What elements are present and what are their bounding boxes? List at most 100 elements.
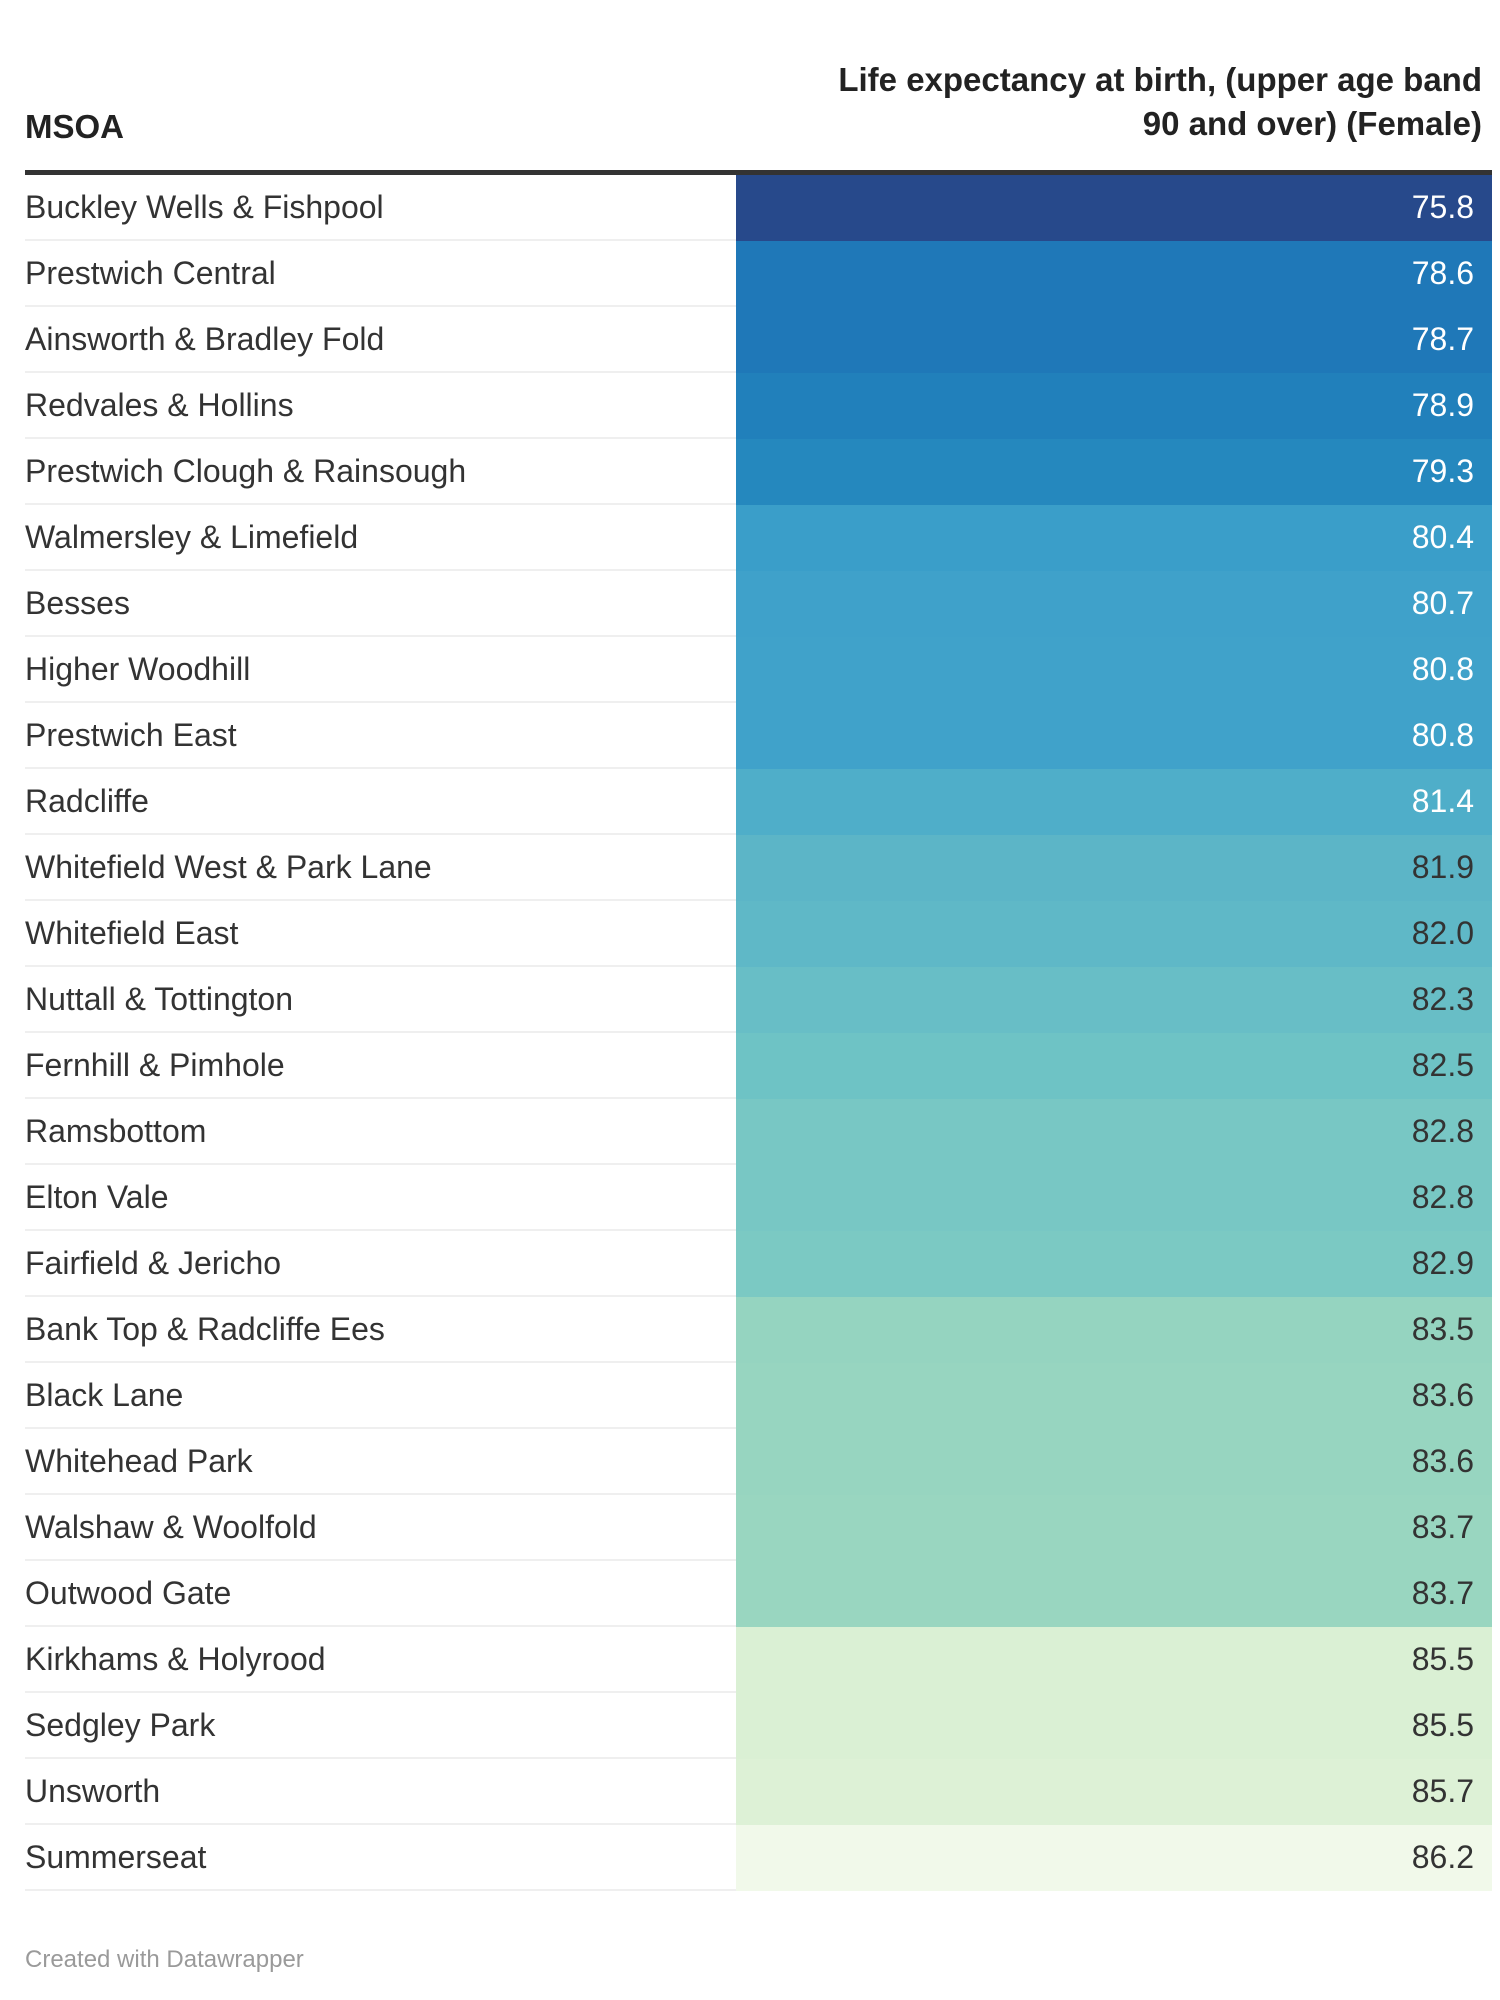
life-expectancy-value: 83.6 (1411, 1443, 1474, 1479)
msoa-name: Black Lane (25, 1377, 184, 1413)
life-expectancy-value: 83.7 (1411, 1509, 1474, 1545)
life-expectancy-value: 80.8 (1411, 651, 1474, 687)
msoa-name: Ramsbottom (25, 1113, 207, 1149)
table-row: Prestwich Central 78.6 (25, 241, 1492, 307)
msoa-name: Higher Woodhill (25, 651, 251, 687)
life-expectancy-value: 83.6 (1411, 1377, 1474, 1413)
life-expectancy-column-header[interactable]: Life expectancy at birth, (upper age ban… (722, 58, 1482, 146)
life-expectancy-value: 81.9 (1411, 849, 1474, 885)
msoa-name: Fairfield & Jericho (25, 1245, 282, 1281)
value-cell: 80.8 (736, 703, 1492, 769)
life-expectancy-header-line-1: Life expectancy at birth, (upper age ban… (838, 61, 1482, 98)
table-row: Unsworth 85.7 (25, 1759, 1492, 1825)
table-row: Outwood Gate 83.7 (25, 1561, 1492, 1627)
msoa-column-header[interactable]: MSOA (25, 108, 124, 145)
table-row: Whitehead Park 83.6 (25, 1429, 1492, 1495)
msoa-name: Nuttall & Tottington (25, 981, 294, 1017)
value-cell: 82.3 (736, 967, 1492, 1033)
life-expectancy-value: 85.7 (1411, 1773, 1474, 1809)
table-row: Fernhill & Pimhole 82.5 (25, 1033, 1492, 1099)
life-expectancy-value: 78.6 (1411, 255, 1474, 291)
table-header: MSOA Life expectancy at birth, (upper ag… (25, 0, 1492, 175)
msoa-name: Besses (25, 585, 130, 621)
table-row: Elton Vale 82.8 (25, 1165, 1492, 1231)
msoa-name: Prestwich Clough & Rainsough (25, 453, 467, 489)
table-row: Radcliffe 81.4 (25, 769, 1492, 835)
msoa-name: Whitefield West & Park Lane (25, 849, 432, 885)
table-row: Prestwich East 80.8 (25, 703, 1492, 769)
life-expectancy-value: 85.5 (1411, 1641, 1474, 1677)
value-cell: 80.8 (736, 637, 1492, 703)
msoa-name: Redvales & Hollins (25, 387, 294, 423)
value-cell: 82.5 (736, 1033, 1492, 1099)
life-expectancy-value: 85.5 (1411, 1707, 1474, 1743)
value-cell: 83.6 (736, 1363, 1492, 1429)
life-expectancy-value: 79.3 (1411, 453, 1474, 489)
table-row: Buckley Wells & Fishpool 75.8 (25, 175, 1492, 241)
value-cell: 83.5 (736, 1297, 1492, 1363)
msoa-name: Radcliffe (25, 783, 149, 819)
table-body: Buckley Wells & Fishpool 75.8 Prestwich Ce… (25, 175, 1492, 1891)
life-expectancy-value: 86.2 (1411, 1839, 1474, 1875)
table-row: Besses 80.7 (25, 571, 1492, 637)
life-expectancy-value: 80.8 (1411, 717, 1474, 753)
life-expectancy-value: 82.8 (1411, 1113, 1474, 1149)
value-cell: 79.3 (736, 439, 1492, 505)
life-expectancy-value: 80.7 (1411, 585, 1474, 621)
life-expectancy-value: 82.0 (1411, 915, 1474, 951)
msoa-name: Ainsworth & Bradley Fold (25, 321, 385, 357)
life-expectancy-value: 82.5 (1411, 1047, 1474, 1083)
table-row: Walmersley & Limefield 80.4 (25, 505, 1492, 571)
value-cell: 85.5 (736, 1693, 1492, 1759)
msoa-name: Summerseat (25, 1839, 207, 1875)
table-row: Prestwich Clough & Rainsough 79.3 (25, 439, 1492, 505)
table-row: Higher Woodhill 80.8 (25, 637, 1492, 703)
msoa-name: Prestwich Central (25, 255, 276, 291)
msoa-name: Sedgley Park (25, 1707, 216, 1743)
value-cell: 86.2 (736, 1825, 1492, 1891)
life-expectancy-value: 75.8 (1411, 189, 1474, 225)
value-cell: 81.4 (736, 769, 1492, 835)
life-expectancy-value: 82.8 (1411, 1179, 1474, 1215)
value-cell: 78.7 (736, 307, 1492, 373)
value-cell: 83.6 (736, 1429, 1492, 1495)
msoa-name: Unsworth (25, 1773, 161, 1809)
msoa-name: Kirkhams & Holyrood (25, 1641, 326, 1677)
value-cell: 83.7 (736, 1495, 1492, 1561)
value-cell: 82.8 (736, 1165, 1492, 1231)
msoa-name: Buckley Wells & Fishpool (25, 189, 384, 225)
table-row: Fairfield & Jericho 82.9 (25, 1231, 1492, 1297)
value-cell: 80.4 (736, 505, 1492, 571)
value-cell: 85.5 (736, 1627, 1492, 1693)
table-row: Ainsworth & Bradley Fold 78.7 (25, 307, 1492, 373)
value-cell: 80.7 (736, 571, 1492, 637)
value-cell: 82.8 (736, 1099, 1492, 1165)
table-row: Whitefield West & Park Lane 81.9 (25, 835, 1492, 901)
table-row: Sedgley Park 85.5 (25, 1693, 1492, 1759)
msoa-name: Prestwich East (25, 717, 237, 753)
life-expectancy-value: 78.9 (1411, 387, 1474, 423)
msoa-name: Walshaw & Woolfold (25, 1509, 317, 1545)
msoa-name: Fernhill & Pimhole (25, 1047, 285, 1083)
table-row: Walshaw & Woolfold 83.7 (25, 1495, 1492, 1561)
table-row: Whitefield East 82.0 (25, 901, 1492, 967)
table-row: Redvales & Hollins 78.9 (25, 373, 1492, 439)
life-expectancy-value: 83.7 (1411, 1575, 1474, 1611)
value-cell: 83.7 (736, 1561, 1492, 1627)
life-expectancy-value: 82.9 (1411, 1245, 1474, 1281)
table-row: Black Lane 83.6 (25, 1363, 1492, 1429)
life-expectancy-value: 82.3 (1411, 981, 1474, 1017)
life-expectancy-value: 78.7 (1411, 321, 1474, 357)
value-cell: 81.9 (736, 835, 1492, 901)
value-cell: 82.9 (736, 1231, 1492, 1297)
table-row: Ramsbottom 82.8 (25, 1099, 1492, 1165)
value-cell: 78.9 (736, 373, 1492, 439)
datawrapper-credit[interactable]: Created with Datawrapper (25, 1946, 304, 1973)
value-cell: 75.8 (736, 175, 1492, 241)
value-cell: 85.7 (736, 1759, 1492, 1825)
msoa-name: Outwood Gate (25, 1575, 232, 1611)
life-expectancy-value: 81.4 (1411, 783, 1474, 819)
table-row: Kirkhams & Holyrood 85.5 (25, 1627, 1492, 1693)
life-expectancy-value: 80.4 (1411, 519, 1474, 555)
table-row: Summerseat 86.2 (25, 1825, 1492, 1891)
